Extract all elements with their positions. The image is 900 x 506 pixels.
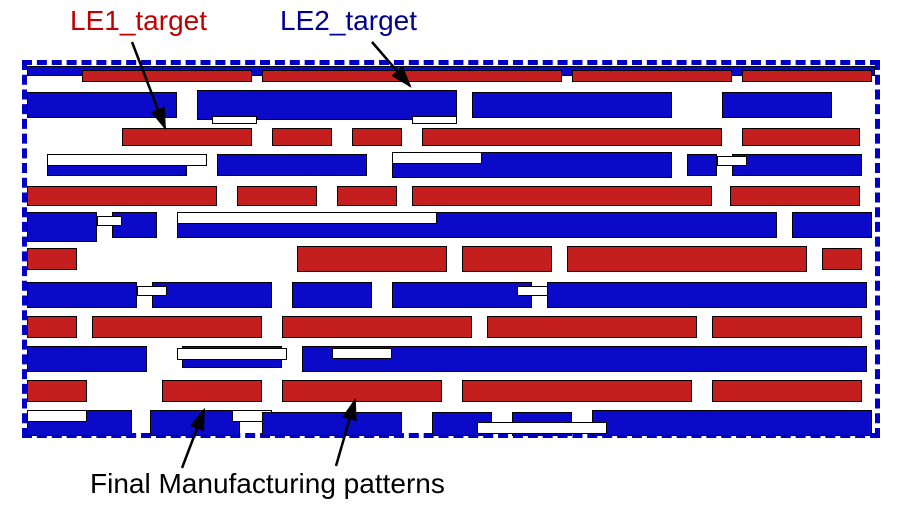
pattern-rect — [567, 246, 807, 272]
pattern-rect — [547, 282, 867, 308]
pattern-rect — [177, 212, 437, 224]
pattern-rect — [742, 128, 860, 146]
pattern-rect — [27, 282, 137, 308]
pattern-rect — [162, 380, 262, 402]
pattern-rect — [122, 128, 252, 146]
pattern-rect — [47, 154, 207, 166]
pattern-rect — [487, 316, 697, 338]
pattern-rect — [27, 248, 77, 270]
pattern-rect — [742, 70, 872, 82]
pattern-rect — [27, 346, 147, 372]
pattern-rect — [412, 116, 457, 124]
pattern-rect — [92, 316, 262, 338]
pattern-rect — [392, 152, 482, 164]
pattern-rect — [392, 282, 532, 308]
pattern-rect — [282, 316, 472, 338]
pattern-rect — [292, 282, 372, 308]
pattern-rect — [332, 348, 392, 359]
pattern-rect — [712, 380, 862, 402]
pattern-rect — [27, 186, 217, 206]
pattern-rect — [177, 348, 287, 360]
pattern-rect — [27, 212, 97, 242]
pattern-rect — [212, 116, 257, 124]
pattern-rect — [337, 186, 397, 206]
label-le2-target: LE2_target — [280, 5, 417, 37]
pattern-rect — [792, 212, 872, 238]
pattern-rect — [462, 380, 692, 402]
pattern-rect — [272, 128, 332, 146]
pattern-rect — [217, 154, 367, 176]
pattern-rect — [150, 410, 240, 436]
pattern-rect — [717, 156, 747, 166]
pattern-rect — [422, 128, 722, 146]
pattern-rect — [822, 248, 862, 270]
pattern-rect — [237, 186, 317, 206]
pattern-rect — [352, 128, 402, 146]
pattern-rect — [687, 154, 717, 176]
pattern-rect — [152, 282, 272, 308]
pattern-rect — [477, 422, 607, 434]
pattern-rect — [712, 316, 862, 338]
pattern-rect — [137, 286, 167, 296]
pattern-rect — [82, 70, 252, 82]
pattern-rect — [722, 92, 832, 118]
label-le1-target: LE1_target — [70, 5, 207, 37]
pattern-rect — [297, 246, 447, 272]
pattern-rect — [472, 92, 672, 118]
pattern-rect — [27, 92, 177, 118]
pattern-rect — [592, 410, 872, 436]
pattern-rect — [282, 380, 442, 402]
pattern-rect — [262, 412, 402, 436]
pattern-rect — [572, 70, 732, 82]
label-final-manufacturing: Final Manufacturing patterns — [90, 468, 445, 500]
pattern-rect — [27, 316, 77, 338]
pattern-rect — [412, 186, 712, 206]
pattern-rect — [730, 186, 860, 206]
pattern-diagram — [22, 60, 880, 438]
pattern-rect — [262, 70, 562, 82]
pattern-rect — [462, 246, 552, 272]
pattern-rect — [27, 410, 87, 422]
pattern-rect — [27, 380, 87, 402]
pattern-rect — [732, 154, 862, 176]
pattern-rect — [97, 216, 122, 226]
